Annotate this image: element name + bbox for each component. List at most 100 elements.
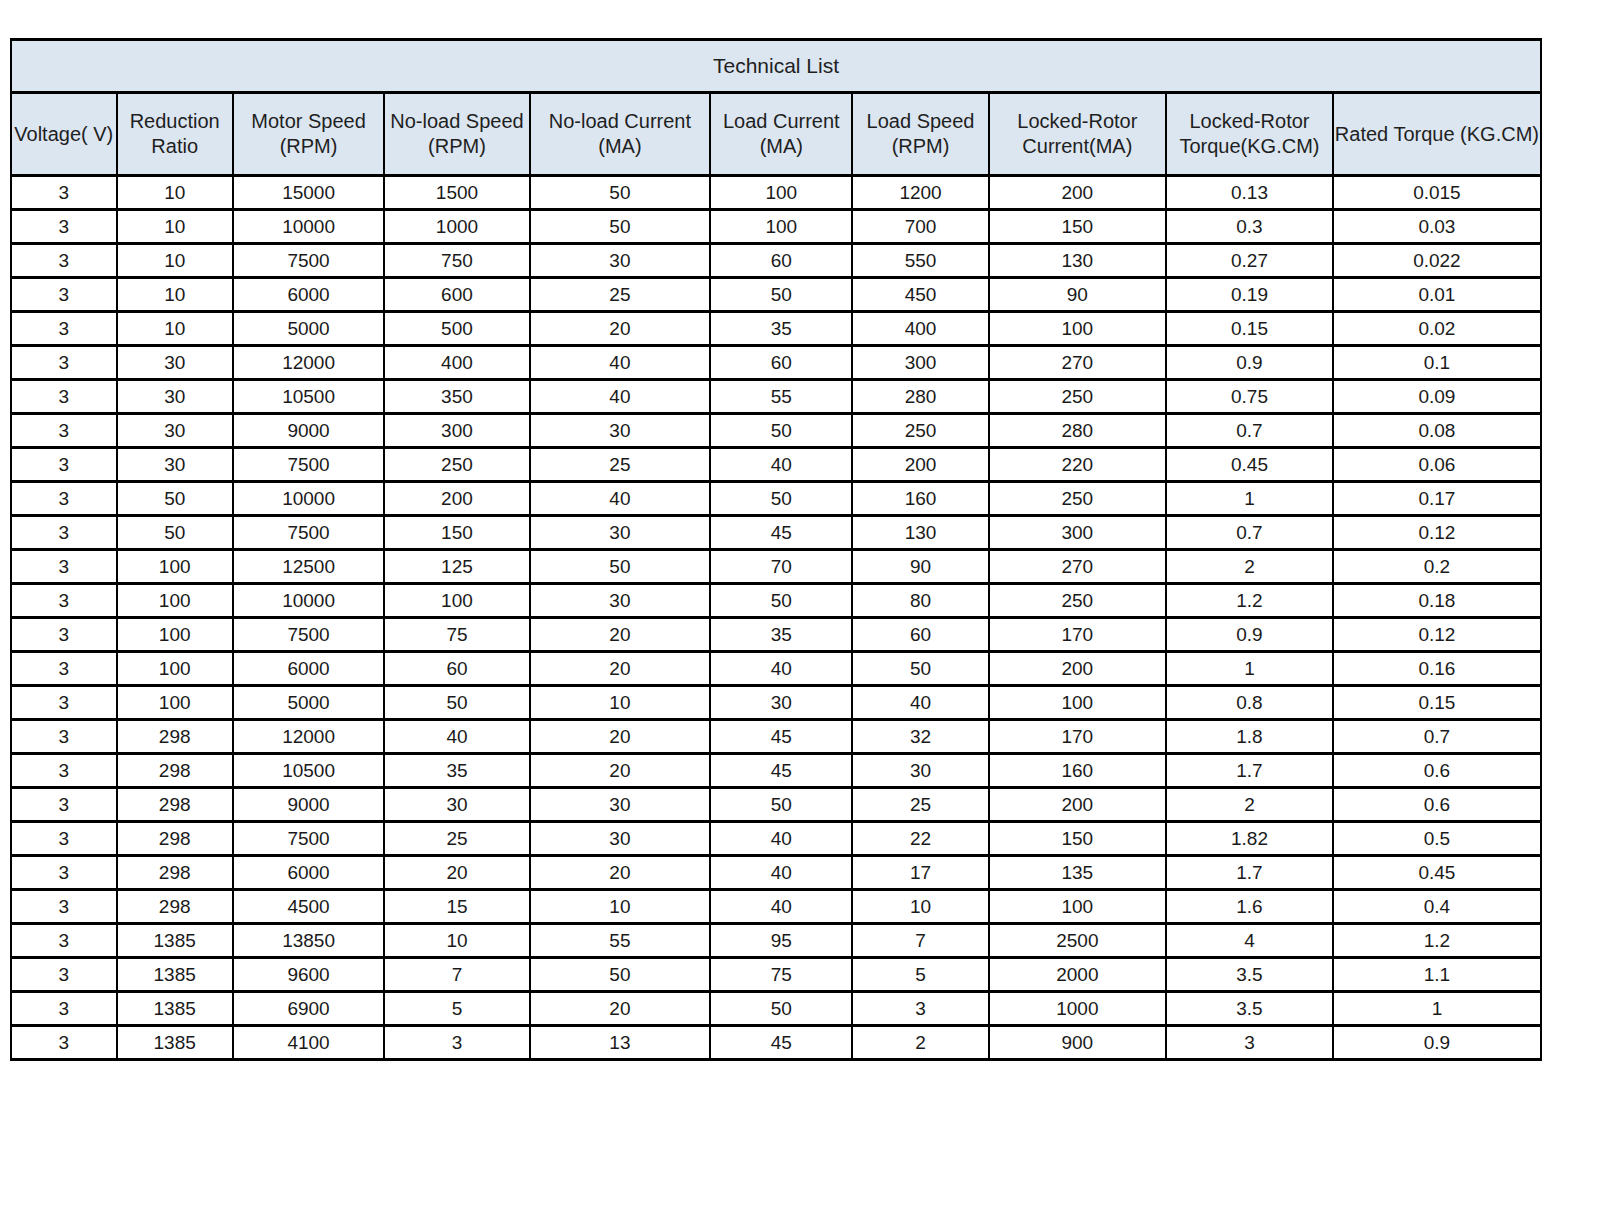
table-cell: 0.27 <box>1166 244 1333 278</box>
table-cell: 6000 <box>233 278 384 312</box>
table-cell: 1385 <box>117 924 233 958</box>
table-cell: 100 <box>117 584 233 618</box>
table-cell: 135 <box>989 856 1166 890</box>
column-header: No-load Current (MA) <box>530 93 711 176</box>
table-cell: 50 <box>710 482 852 516</box>
table-cell: 100 <box>989 312 1166 346</box>
column-header: No-load Speed (RPM) <box>384 93 529 176</box>
table-cell: 0.75 <box>1166 380 1333 414</box>
table-row: 3100100001003050802501.20.18 <box>11 584 1541 618</box>
table-cell: 45 <box>710 720 852 754</box>
table-cell: 60 <box>710 244 852 278</box>
table-cell: 6900 <box>233 992 384 1026</box>
table-cell: 0.6 <box>1333 788 1541 822</box>
table-cell: 3 <box>11 992 117 1026</box>
table-row: 329810500352045301601.70.6 <box>11 754 1541 788</box>
table-cell: 30 <box>852 754 988 788</box>
table-cell: 3 <box>11 686 117 720</box>
table-cell: 400 <box>384 346 529 380</box>
table-cell: 100 <box>989 890 1166 924</box>
table-cell: 40 <box>530 380 711 414</box>
table-cell: 100 <box>989 686 1166 720</box>
table-cell: 3 <box>11 890 117 924</box>
table-cell: 1.7 <box>1166 856 1333 890</box>
table-cell: 1.8 <box>1166 720 1333 754</box>
table-cell: 10 <box>852 890 988 924</box>
table-cell: 0.19 <box>1166 278 1333 312</box>
table-cell: 3 <box>11 482 117 516</box>
table-cell: 0.15 <box>1333 686 1541 720</box>
table-cell: 298 <box>117 822 233 856</box>
table-cell: 0.17 <box>1333 482 1541 516</box>
table-cell: 200 <box>852 448 988 482</box>
table-cell: 10 <box>530 890 711 924</box>
column-header: Rated Torque (KG.CM) <box>1333 93 1541 176</box>
table-cell: 0.45 <box>1166 448 1333 482</box>
table-cell: 40 <box>710 448 852 482</box>
table-cell: 2500 <box>989 924 1166 958</box>
table-row: 31060006002550450900.190.01 <box>11 278 1541 312</box>
table-cell: 0.18 <box>1333 584 1541 618</box>
table-cell: 0.7 <box>1333 720 1541 754</box>
table-cell: 10000 <box>233 584 384 618</box>
table-cell: 55 <box>530 924 711 958</box>
table-cell: 12500 <box>233 550 384 584</box>
column-header: Locked-Rotor Torque(KG.CM) <box>1166 93 1333 176</box>
table-row: 31385410031345290030.9 <box>11 1026 1541 1060</box>
table-cell: 12000 <box>233 720 384 754</box>
table-row: 3301200040040603002700.90.1 <box>11 346 1541 380</box>
table-cell: 2 <box>852 1026 988 1060</box>
table-row: 3301050035040552802500.750.09 <box>11 380 1541 414</box>
table-cell: 1 <box>1166 652 1333 686</box>
table-cell: 3 <box>11 244 117 278</box>
table-cell: 30 <box>530 584 711 618</box>
table-cell: 45 <box>710 754 852 788</box>
table-cell: 100 <box>710 176 852 210</box>
table-cell: 3 <box>11 856 117 890</box>
table-cell: 30 <box>530 516 711 550</box>
table-cell: 0.7 <box>1166 516 1333 550</box>
table-cell: 450 <box>852 278 988 312</box>
table-cell: 3 <box>11 822 117 856</box>
table-cell: 1385 <box>117 1026 233 1060</box>
table-cell: 3 <box>11 176 117 210</box>
table-cell: 7500 <box>233 618 384 652</box>
table-cell: 0.02 <box>1333 312 1541 346</box>
table-cell: 0.022 <box>1333 244 1541 278</box>
table-cell: 4 <box>1166 924 1333 958</box>
table-cell: 5 <box>384 992 529 1026</box>
table-cell: 50 <box>710 788 852 822</box>
column-header: Voltage( V) <box>11 93 117 176</box>
table-cell: 0.06 <box>1333 448 1541 482</box>
table-row: 310100001000501007001500.30.03 <box>11 210 1541 244</box>
table-cell: 3 <box>11 924 117 958</box>
table-cell: 270 <box>989 550 1166 584</box>
table-cell: 10000 <box>233 482 384 516</box>
table-cell: 220 <box>989 448 1166 482</box>
table-cell: 60 <box>852 618 988 652</box>
table-cell: 20 <box>384 856 529 890</box>
table-cell: 10500 <box>233 754 384 788</box>
table-cell: 1.2 <box>1166 584 1333 618</box>
table-cell: 3 <box>11 788 117 822</box>
table-cell: 3 <box>852 992 988 1026</box>
table-cell: 30 <box>530 788 711 822</box>
table-cell: 3 <box>1166 1026 1333 1060</box>
table-cell: 30 <box>530 414 711 448</box>
table-body: 3101500015005010012002000.130.0153101000… <box>11 176 1541 1060</box>
table-cell: 170 <box>989 618 1166 652</box>
table-cell: 130 <box>989 244 1166 278</box>
table-cell: 13 <box>530 1026 711 1060</box>
table-row: 350750015030451303000.70.12 <box>11 516 1541 550</box>
table-cell: 20 <box>530 312 711 346</box>
table-cell: 10 <box>117 244 233 278</box>
table-cell: 0.12 <box>1333 618 1541 652</box>
table-cell: 200 <box>989 652 1166 686</box>
table-cell: 298 <box>117 720 233 754</box>
header-row: Voltage( V)Reduction RatioMotor Speed (R… <box>11 93 1541 176</box>
table-cell: 20 <box>530 720 711 754</box>
table-cell: 5000 <box>233 686 384 720</box>
column-header: Locked-Rotor Current(MA) <box>989 93 1166 176</box>
table-cell: 3 <box>11 584 117 618</box>
column-header: Load Current (MA) <box>710 93 852 176</box>
